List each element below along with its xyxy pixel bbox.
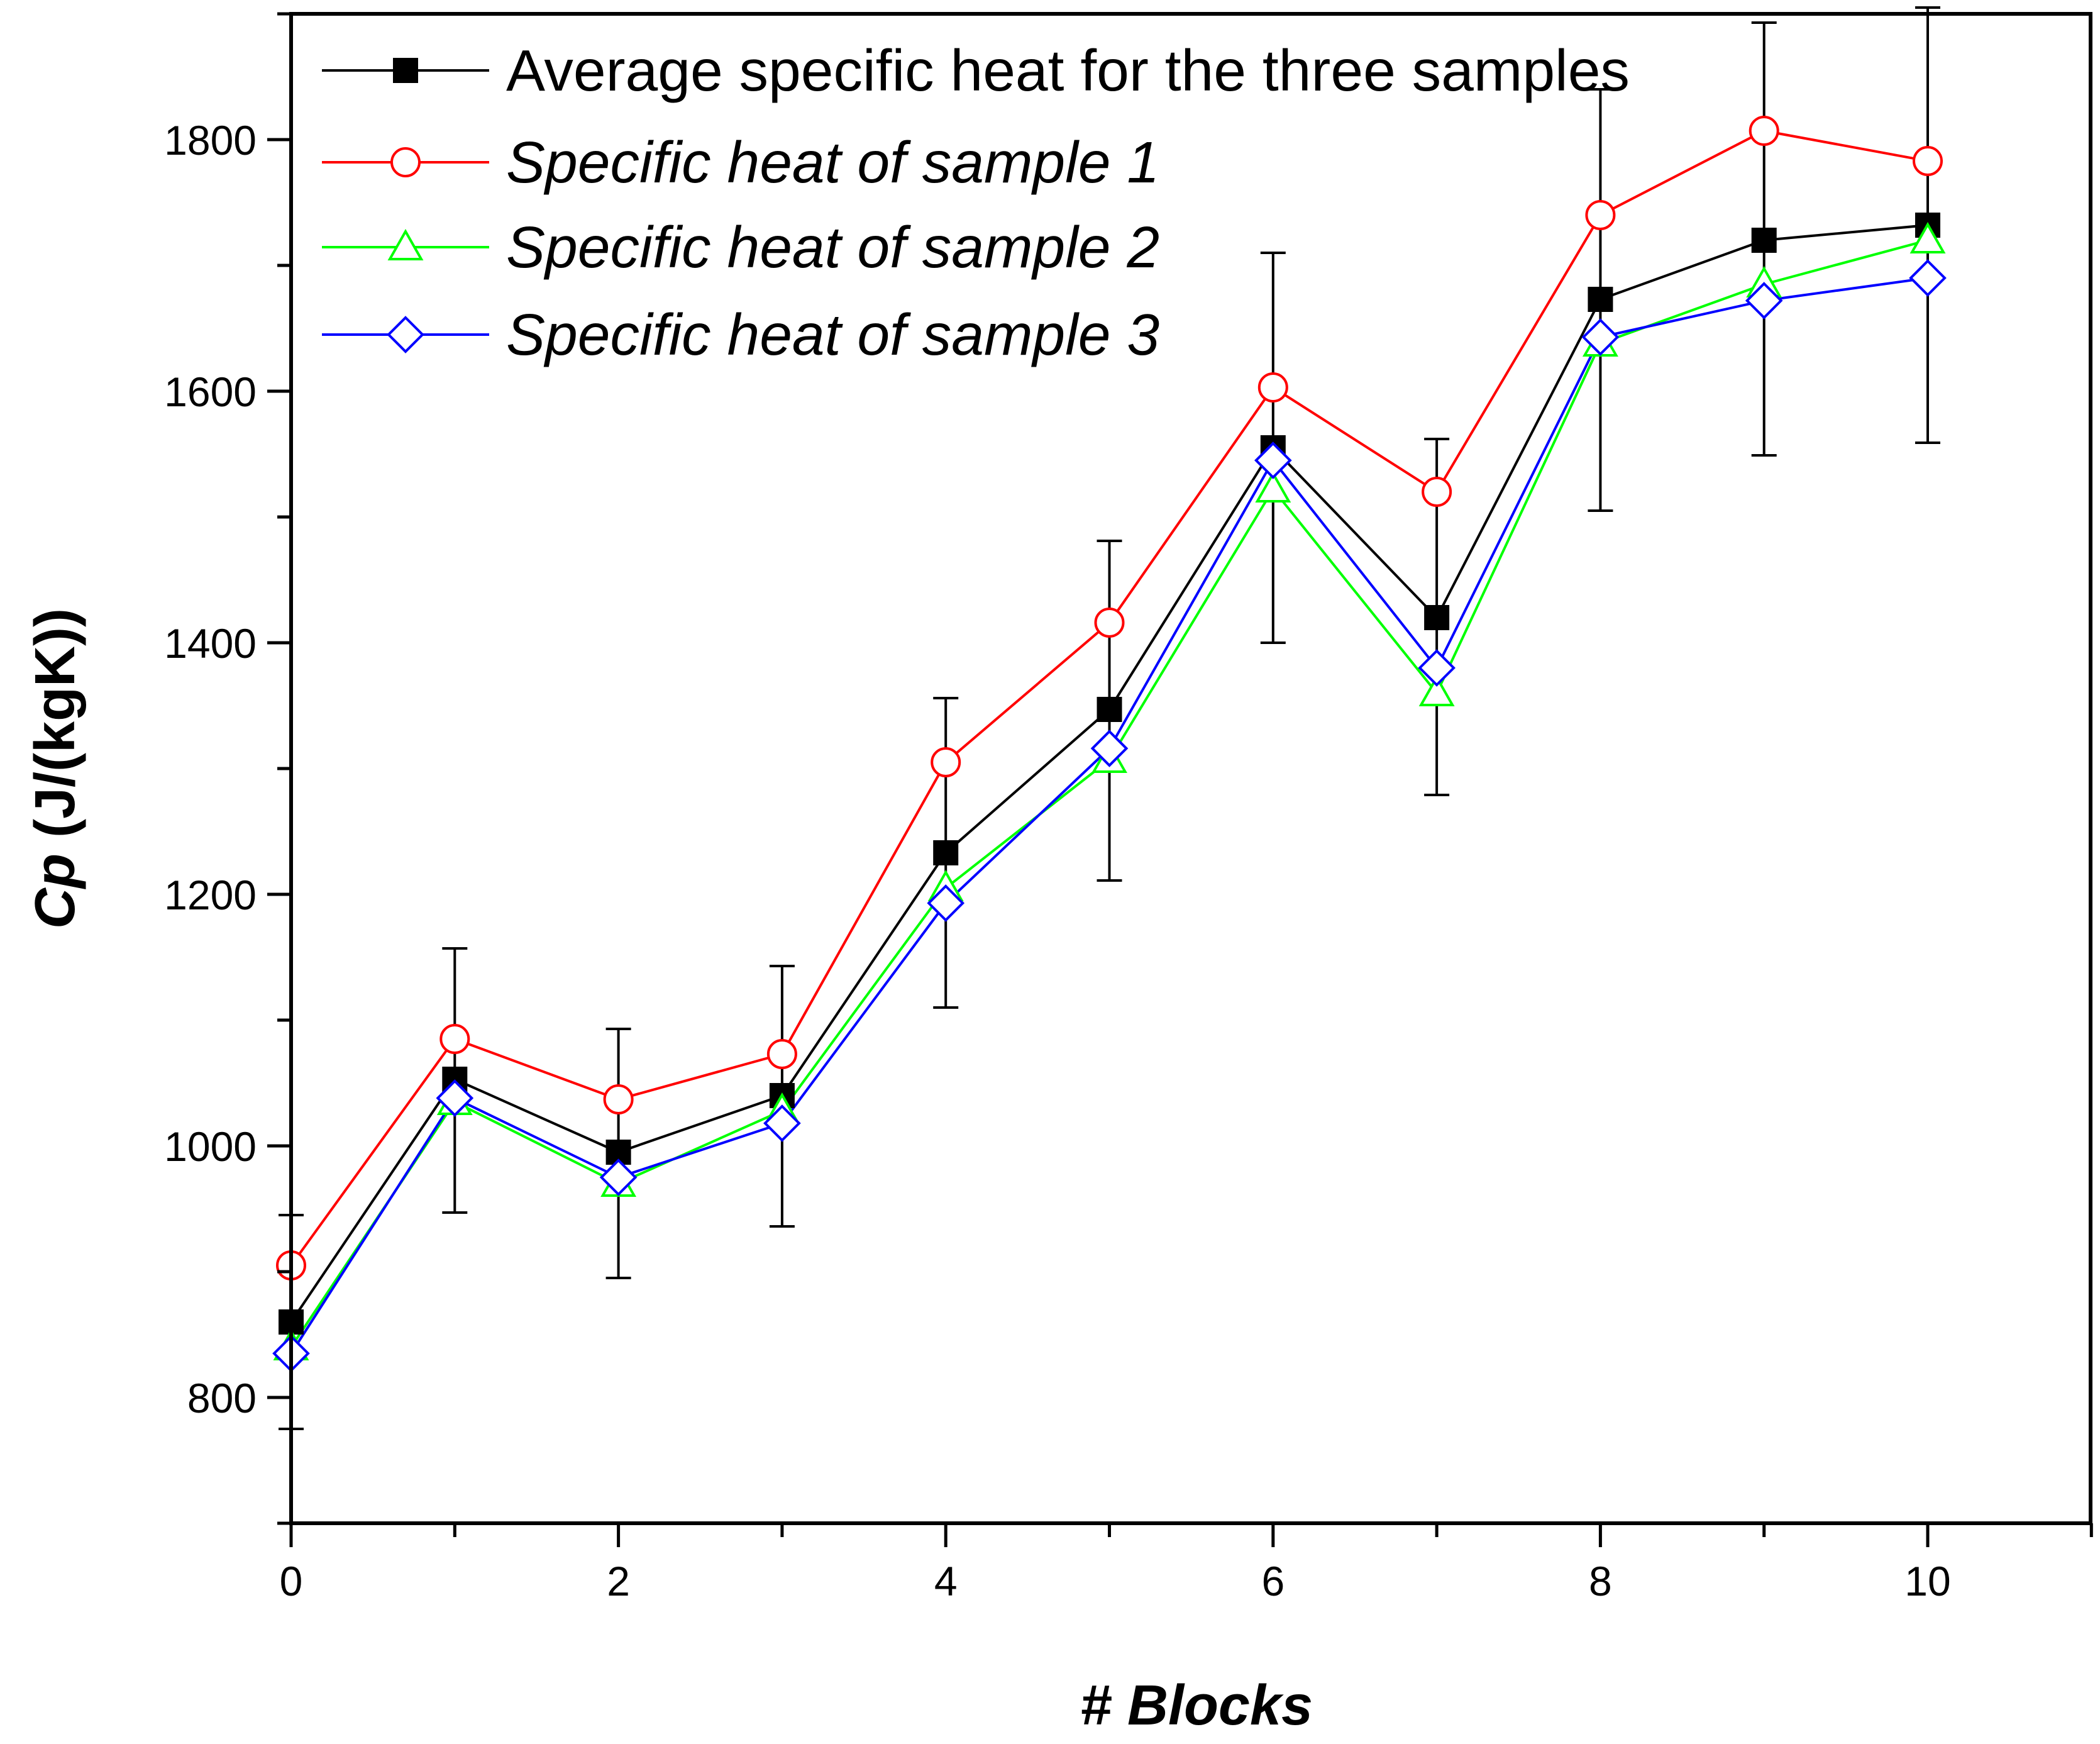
- data-point-series-2: [439, 1024, 470, 1054]
- legend-label: Specific heat of sample 2: [506, 214, 1159, 280]
- data-point-series-3: [1418, 674, 1455, 706]
- y-tick-label: 1400: [164, 620, 257, 667]
- data-point-series-4: [436, 1079, 474, 1117]
- legend-marker: [393, 58, 418, 83]
- x-tick-label: 10: [1904, 1558, 1950, 1604]
- x-tick-label: 8: [1589, 1558, 1612, 1604]
- legend-item-1: Average specific heat for the three samp…: [322, 38, 1630, 103]
- data-point-series-1: [1097, 697, 1122, 722]
- y-axis-title: Cp (J/(kgK)): [24, 608, 87, 929]
- legend-label: Specific heat of sample 3: [506, 302, 1159, 367]
- data-point-series-2: [1585, 200, 1616, 230]
- data-point-series-1: [933, 840, 959, 865]
- data-point-series-3: [1255, 470, 1291, 503]
- x-tick-label: 2: [607, 1558, 630, 1604]
- data-point-series-2: [1257, 372, 1288, 403]
- legend-marker: [387, 316, 424, 353]
- data-point-series-4: [927, 884, 965, 922]
- legend-item-2: Specific heat of sample 1: [322, 130, 1159, 195]
- data-point-series-1: [1751, 228, 1777, 253]
- data-point-series-3: [1909, 221, 1946, 253]
- x-tick-label: 4: [934, 1558, 958, 1604]
- y-tick-label: 1600: [164, 369, 257, 415]
- y-tick-label: 800: [187, 1375, 257, 1421]
- y-axis-title-unit: (J/(kgK)): [24, 608, 87, 853]
- data-point-series-2: [931, 747, 961, 777]
- y-tick-labels: 800 1000 1200 1400 1600 1800: [164, 117, 257, 1421]
- data-point-series-1: [1588, 287, 1613, 312]
- data-point-series-1: [1424, 605, 1450, 630]
- x-tick-label: 6: [1261, 1558, 1285, 1604]
- y-axis-title-symbol: Cp: [24, 853, 87, 929]
- legend-marker: [387, 228, 424, 260]
- data-point-series-2: [1913, 146, 1943, 176]
- data-point-series-4: [1581, 318, 1620, 356]
- data-point-series-2: [766, 1039, 797, 1069]
- data-point-series-2: [603, 1084, 634, 1114]
- y-tick-label: 1800: [164, 117, 257, 164]
- legend-item-3: Specific heat of sample 2: [322, 214, 1159, 280]
- data-point-series-4: [599, 1158, 638, 1196]
- x-tick-label: 0: [280, 1558, 303, 1604]
- data-point-series-2: [1422, 477, 1452, 507]
- data-point-series-4: [1909, 259, 1947, 297]
- y-tick-label: 1200: [164, 872, 257, 918]
- data-point-series-2: [1749, 116, 1779, 146]
- legend-label: Specific heat of sample 1: [506, 130, 1159, 195]
- data-point-series-4: [1418, 649, 1456, 687]
- axis-ticks: [267, 12, 2093, 1547]
- data-point-series-4: [1090, 730, 1129, 767]
- data-point-series-4: [1254, 442, 1292, 479]
- legend-item-4: Specific heat of sample 3: [322, 302, 1159, 367]
- x-tick-labels: 0 2 4 6 8 10: [280, 1558, 1951, 1604]
- x-axis-title: # Blocks: [1080, 1674, 1313, 1737]
- legend-label: Average specific heat for the three samp…: [506, 38, 1630, 103]
- data-point-series-4: [763, 1104, 801, 1142]
- legend-marker: [390, 147, 421, 177]
- legend: Average specific heat for the three samp…: [322, 38, 1630, 367]
- data-point-series-4: [1745, 282, 1783, 319]
- data-point-series-2: [1094, 608, 1125, 638]
- y-tick-label: 1000: [164, 1123, 257, 1170]
